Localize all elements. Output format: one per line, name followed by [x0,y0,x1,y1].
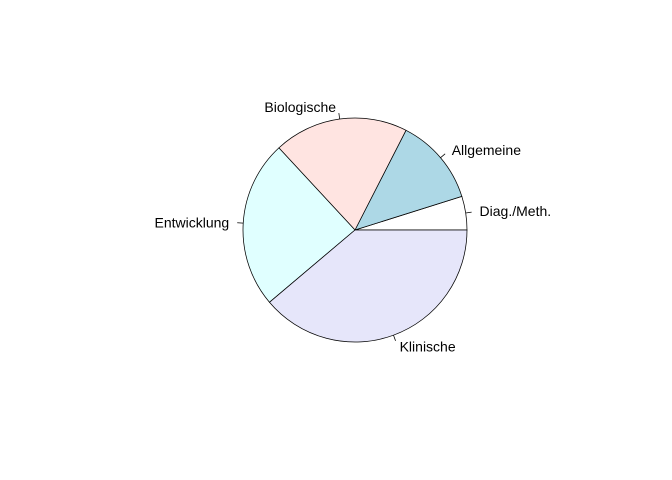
pie-label-entwicklung: Entwicklung [155,214,230,230]
pie-slices [242,117,468,343]
pie-label-allgemeine: Allgemeine [452,142,521,158]
pie-label-tick-allgemeine [440,153,446,159]
pie-slice-klinische [268,229,468,343]
pie-label-tick-biologische [338,113,341,120]
pie-label-biologische: Biologische [264,99,336,115]
pie-slice-allgemeine [354,129,463,231]
pie-label-tick-diag-meth [465,211,472,214]
pie-label-klinische: Klinische [400,338,456,354]
pie-labels: Diag./Meth. Allgemeine Biologische Entwickl… [155,99,552,354]
pie-label-tick-klinische [393,335,396,341]
pie-label-diag-meth: Diag./Meth. [480,203,552,219]
